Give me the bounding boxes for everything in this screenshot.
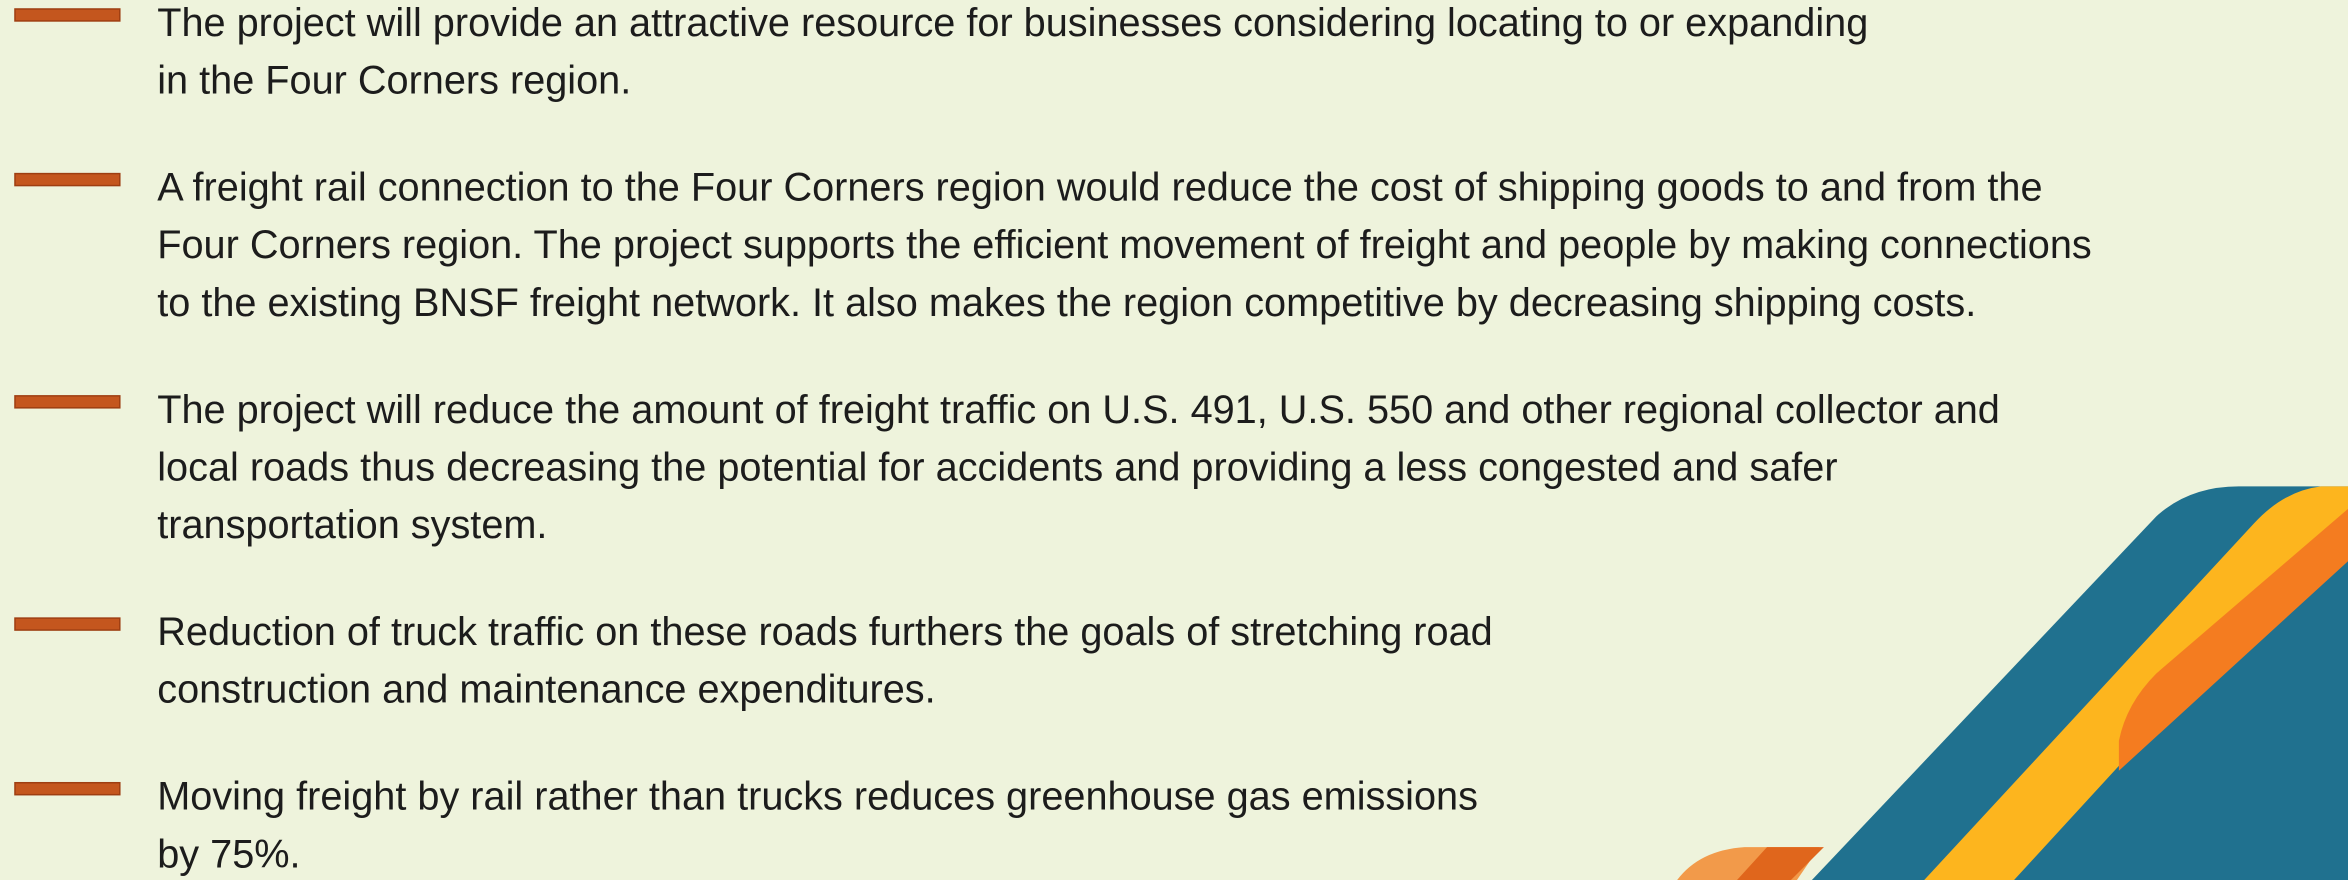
bullet-marker: [14, 172, 121, 187]
bullet-marker: [14, 8, 121, 22]
bullet-text: in the Four Corners region.: [157, 59, 631, 103]
bullet-text: Moving freight by rail rather than truck…: [157, 775, 1478, 819]
bullet-text: local roads thus decreasing the potentia…: [157, 445, 1837, 489]
bullet-text: construction and maintenance expenditure…: [157, 668, 935, 712]
deco-orange: [2118, 508, 2348, 771]
decoration: [1677, 486, 2348, 880]
bullet-text: to the existing BNSF freight network. It…: [157, 281, 1976, 325]
bullet-list: The project will provide an attractive r…: [14, 1, 2092, 876]
bullet-text: Four Corners region. The project support…: [157, 223, 2092, 267]
bullet-text: The project will reduce the amount of fr…: [157, 388, 2000, 432]
bullet-text: transportation system.: [157, 503, 547, 547]
deco-yellow: [1924, 486, 2348, 880]
bullet-marker: [14, 781, 121, 796]
bullet-text: A freight rail connection to the Four Co…: [157, 166, 2042, 210]
bullet-text: by 75%.: [157, 832, 300, 876]
bullet-marker: [14, 617, 121, 631]
bullet-text: The project will provide an attractive r…: [157, 1, 1868, 45]
deco-dark-orange: [1737, 847, 1824, 880]
bullet-marker: [14, 395, 121, 409]
bullet-text: Reduction of truck traffic on these road…: [157, 610, 1492, 654]
